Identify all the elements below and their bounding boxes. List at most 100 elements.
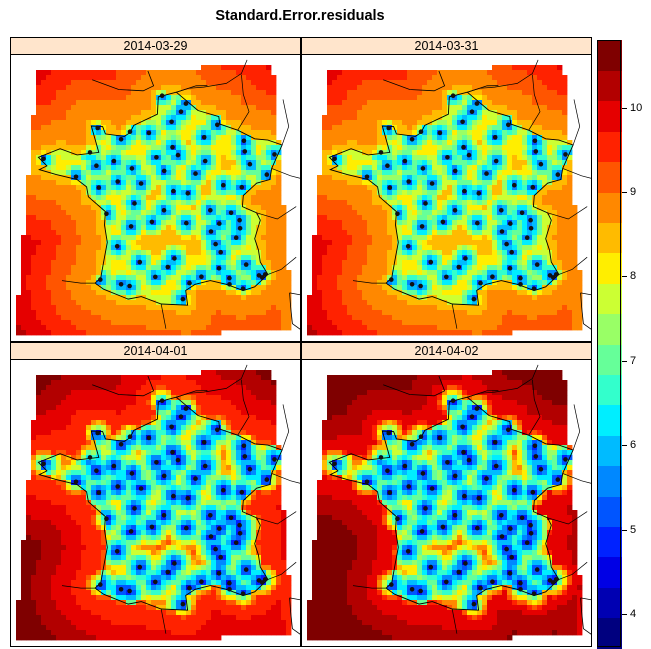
station-point xyxy=(532,286,537,291)
station-point xyxy=(153,275,158,280)
station-point xyxy=(138,260,143,265)
colorbar-segment xyxy=(597,40,622,71)
station-point xyxy=(218,250,223,255)
colorbar-segment xyxy=(597,101,622,132)
station-point xyxy=(429,565,434,570)
station-point xyxy=(229,211,234,216)
station-point xyxy=(490,274,495,279)
station-point xyxy=(453,474,458,479)
station-point xyxy=(421,166,426,171)
station-point xyxy=(104,212,109,217)
station-point xyxy=(386,126,391,131)
station-point xyxy=(461,450,466,455)
station-point xyxy=(199,274,204,279)
colorbar-tick-label: 10 xyxy=(630,102,642,114)
station-point xyxy=(410,442,415,447)
station-point xyxy=(186,191,191,196)
station-point xyxy=(187,586,192,591)
station-point xyxy=(147,436,152,441)
station-point xyxy=(453,513,458,518)
station-point xyxy=(237,523,242,528)
station-point xyxy=(248,467,253,472)
station-point xyxy=(160,93,165,98)
station-point xyxy=(423,506,428,511)
station-point xyxy=(528,218,533,223)
country-border xyxy=(282,99,289,145)
station-point xyxy=(506,123,511,128)
station-point xyxy=(551,275,556,280)
station-point xyxy=(229,516,234,521)
map-svg xyxy=(11,55,300,341)
station-point xyxy=(500,229,505,234)
station-point xyxy=(420,224,425,229)
station-point xyxy=(508,266,513,271)
station-point xyxy=(129,529,134,534)
station-point xyxy=(484,171,489,176)
station-point xyxy=(95,431,100,436)
station-point xyxy=(478,586,483,591)
station-point xyxy=(508,571,513,576)
station-point xyxy=(462,189,467,194)
station-point xyxy=(98,582,103,587)
panel-date-strip: 2014-04-01 xyxy=(10,342,301,360)
station-point xyxy=(406,484,411,489)
colorbar-segment xyxy=(597,374,622,405)
colorbar-segment xyxy=(597,162,622,193)
station-point xyxy=(475,406,480,411)
station-point xyxy=(385,163,390,168)
station-point xyxy=(243,454,248,459)
station-point xyxy=(494,159,499,164)
station-point xyxy=(98,277,103,282)
colorbar-segment xyxy=(597,70,622,101)
station-point xyxy=(115,244,120,249)
station-point xyxy=(170,450,175,455)
station-point xyxy=(119,282,124,287)
station-point xyxy=(203,159,208,164)
map-panel-2014-03-31: 2014-03-31 xyxy=(301,37,592,341)
station-point xyxy=(179,414,184,419)
station-point xyxy=(445,155,450,160)
colorbar xyxy=(597,40,622,648)
station-point xyxy=(463,256,468,261)
colorbar-segment xyxy=(597,587,622,618)
station-point xyxy=(215,428,220,433)
station-point xyxy=(419,434,424,439)
station-point xyxy=(176,153,181,158)
station-point xyxy=(132,506,137,511)
station-point xyxy=(88,150,93,155)
station-point xyxy=(128,434,133,439)
station-point xyxy=(512,183,517,188)
station-point xyxy=(74,175,79,180)
raster-field xyxy=(16,65,291,335)
colorbar-tick-label: 9 xyxy=(630,186,636,198)
station-point xyxy=(260,275,265,280)
station-point xyxy=(234,540,239,545)
station-point xyxy=(169,425,174,430)
station-point xyxy=(512,488,517,493)
panel-date-strip: 2014-04-02 xyxy=(301,342,592,360)
station-point xyxy=(444,580,449,585)
station-point xyxy=(533,444,538,449)
station-point xyxy=(406,244,411,249)
station-point xyxy=(365,175,370,180)
station-point xyxy=(139,181,144,186)
station-point xyxy=(493,440,498,445)
colorbar-segment xyxy=(597,496,622,527)
station-point xyxy=(186,496,191,501)
station-point xyxy=(221,183,226,188)
station-point xyxy=(509,250,514,255)
station-point xyxy=(451,398,456,403)
station-point xyxy=(115,484,120,489)
station-point xyxy=(209,534,214,539)
colorbar-segment xyxy=(597,435,622,466)
station-point xyxy=(88,455,93,460)
country-border xyxy=(282,404,289,450)
station-point xyxy=(193,171,198,176)
station-point xyxy=(139,486,144,491)
station-point xyxy=(166,570,171,575)
station-point xyxy=(227,282,232,287)
station-point xyxy=(531,490,536,495)
station-point xyxy=(169,120,174,125)
station-point xyxy=(332,462,337,467)
station-point xyxy=(150,525,155,530)
